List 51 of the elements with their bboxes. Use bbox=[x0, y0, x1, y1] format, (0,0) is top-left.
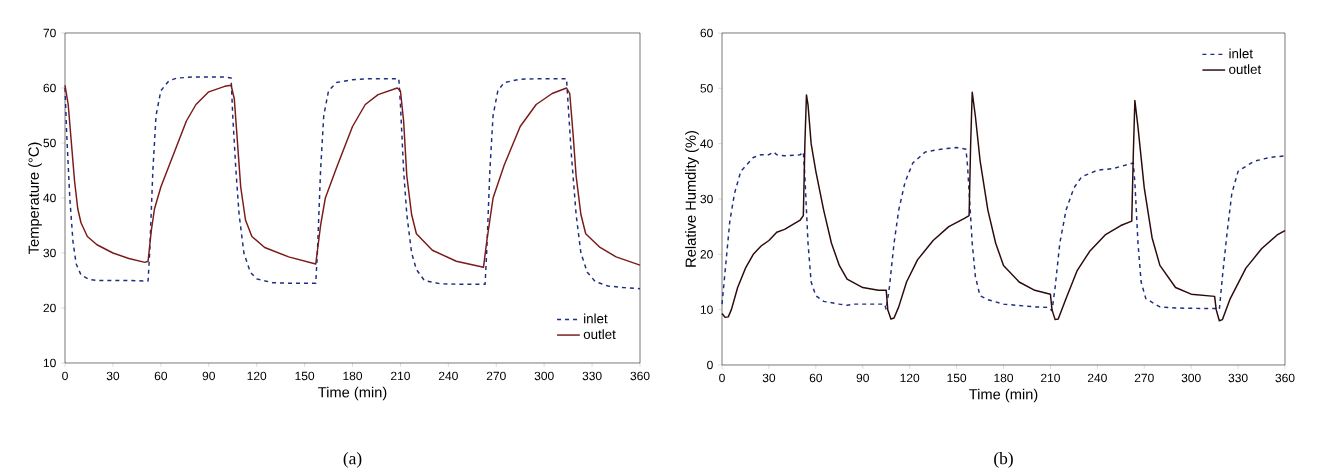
y-tick-label: 30 bbox=[43, 248, 56, 258]
x-tick-label: 90 bbox=[202, 371, 215, 381]
x-tick-label: 270 bbox=[486, 371, 506, 381]
x-tick-label: 150 bbox=[947, 373, 967, 383]
y-axis-title: Relative Humdity (%) bbox=[685, 131, 699, 267]
legend-label: inlet bbox=[584, 313, 608, 324]
y-tick-label: 10 bbox=[700, 305, 713, 314]
y-axis-title: Temperature (°C) bbox=[28, 142, 42, 254]
x-tick-label: 330 bbox=[582, 371, 602, 381]
x-tick-label: 360 bbox=[1275, 373, 1295, 383]
legend-label: outlet bbox=[1229, 64, 1262, 74]
x-axis-title: Time (min) bbox=[969, 388, 1038, 403]
x-tick-label: 30 bbox=[106, 371, 120, 381]
y-tick-label: 50 bbox=[700, 84, 713, 93]
x-tick-label: 60 bbox=[809, 373, 823, 383]
x-tick-label: 330 bbox=[1228, 373, 1248, 383]
y-tick-label: 10 bbox=[43, 358, 56, 368]
x-tick-label: 270 bbox=[1134, 373, 1154, 383]
y-tick-label: 40 bbox=[43, 193, 56, 203]
x-tick-label: 0 bbox=[62, 371, 68, 381]
y-tick-label: 20 bbox=[43, 303, 56, 313]
x-tick-label: 30 bbox=[762, 373, 776, 383]
x-tick-label: 300 bbox=[1181, 373, 1201, 383]
x-tick-label: 120 bbox=[247, 371, 267, 381]
x-axis-title: Time (min) bbox=[318, 386, 387, 401]
y-tick-label: 50 bbox=[43, 138, 56, 148]
x-tick-label: 0 bbox=[719, 373, 725, 383]
text: (b) bbox=[994, 452, 1013, 468]
y-tick-label: 70 bbox=[43, 28, 56, 38]
x-tick-label: 360 bbox=[630, 371, 650, 381]
x-tick-label: 90 bbox=[856, 373, 869, 383]
y-tick-label: 20 bbox=[700, 250, 713, 259]
x-tick-label: 210 bbox=[391, 371, 410, 381]
y-tick-label: 0 bbox=[707, 360, 713, 370]
x-tick-label: 240 bbox=[1087, 373, 1107, 383]
text: (a) bbox=[343, 452, 362, 468]
x-tick-label: 210 bbox=[1041, 373, 1060, 383]
y-tick-label: 40 bbox=[700, 139, 713, 148]
y-tick-label: 60 bbox=[700, 28, 713, 38]
x-tick-label: 180 bbox=[994, 373, 1014, 383]
x-tick-label: 240 bbox=[438, 371, 458, 381]
x-tick-label: 150 bbox=[295, 371, 315, 381]
line-series bbox=[721, 91, 1286, 322]
x-tick-label: 120 bbox=[900, 373, 920, 383]
x-tick-label: 60 bbox=[154, 371, 168, 381]
y-tick-label: 30 bbox=[700, 194, 713, 204]
x-tick-label: 300 bbox=[534, 371, 554, 381]
y-tick-label: 60 bbox=[43, 83, 56, 93]
legend-label: outlet bbox=[583, 329, 616, 340]
x-tick-label: 180 bbox=[343, 371, 363, 381]
legend-label: inlet bbox=[1229, 48, 1253, 59]
